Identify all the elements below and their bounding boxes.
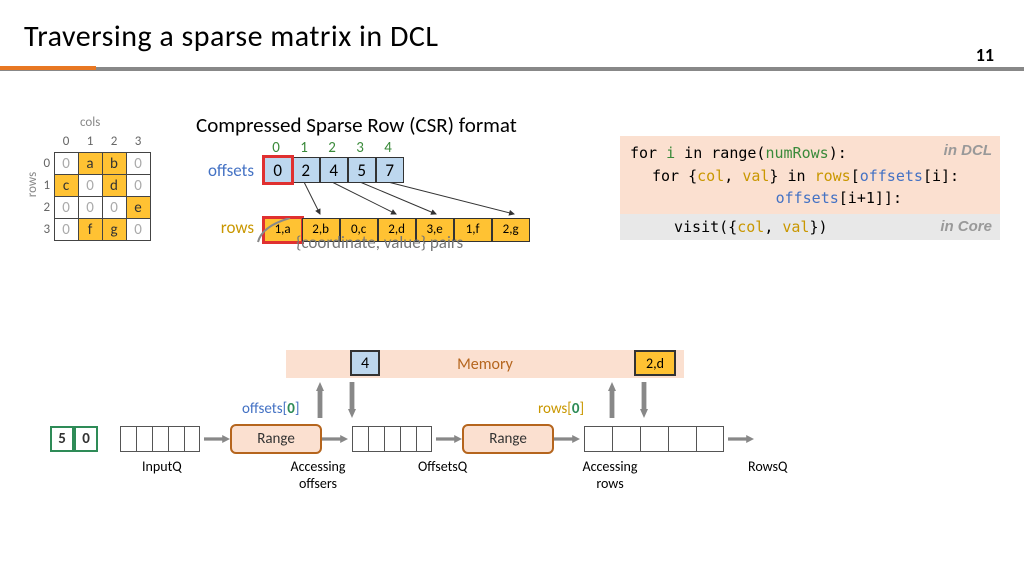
cols-label: cols bbox=[80, 115, 151, 130]
title-bar: Traversing a sparse matrix in DCL bbox=[0, 0, 1024, 63]
input-file: 5 0 bbox=[50, 426, 98, 452]
matrix-table: 0123 bbox=[40, 130, 150, 152]
offsets-queue bbox=[352, 426, 432, 452]
csr-title: Compressed Sparse Row (CSR) format bbox=[196, 112, 517, 138]
offsets-label: offsets bbox=[196, 160, 254, 181]
code-block: in DCL for i in range(numRows): for {col… bbox=[620, 136, 1000, 240]
core-tag: in Core bbox=[940, 218, 992, 235]
accessing-rows-label: Accessing rows bbox=[560, 458, 660, 492]
csr-block: 01234 offsets 02457 rows 1,a2,b0,c2,d3,e… bbox=[196, 138, 530, 242]
memory-offset-cell: 4 bbox=[350, 350, 380, 376]
sparse-matrix: cols rows 0123 00ab01c0d02000e30fg0 bbox=[40, 115, 151, 241]
csr-arrows bbox=[260, 182, 580, 222]
accent-bar bbox=[0, 66, 96, 70]
page-number: 11 bbox=[976, 44, 994, 66]
offsetsq-label: OffsetsQ bbox=[418, 458, 467, 475]
pipeline-row: 5 0 Range Range bbox=[50, 424, 754, 454]
offsets-cells: 02457 bbox=[264, 157, 404, 183]
rowsq-label: RowsQ bbox=[748, 458, 787, 475]
memory-bar: Memory bbox=[286, 350, 684, 378]
arrow-icon bbox=[322, 434, 348, 444]
offset-indices: 01234 bbox=[262, 138, 530, 157]
inputq-label: InputQ bbox=[142, 458, 182, 475]
arrow-icon bbox=[204, 434, 230, 444]
rows-axis-label: rows bbox=[25, 172, 40, 197]
input-queue bbox=[120, 426, 200, 452]
matrix-body: 00ab01c0d02000e30fg0 bbox=[40, 152, 151, 241]
code-dcl: in DCL for i in range(numRows): for {col… bbox=[620, 136, 1000, 214]
rows-index-label: rows[0] bbox=[538, 400, 584, 418]
range-offsets: Range bbox=[230, 424, 322, 454]
memory-row-cell: 2,d bbox=[634, 350, 676, 376]
rows-mem-arrows bbox=[608, 382, 648, 418]
offsets-index-label: offsets[0] bbox=[242, 400, 299, 418]
accessing-offsets-label: Accessing offsers bbox=[268, 458, 368, 492]
pairs-note: {coordinate, value} pairs bbox=[296, 232, 463, 253]
page-title: Traversing a sparse matrix in DCL bbox=[24, 18, 1024, 55]
rows-queue bbox=[584, 426, 724, 452]
code-core: in Core visit({col, val}) bbox=[620, 214, 1000, 240]
dcl-tag: in DCL bbox=[944, 140, 992, 163]
offsets-row: offsets 02457 bbox=[196, 157, 530, 183]
offsets-mem-arrows bbox=[316, 382, 356, 418]
rows-label: rows bbox=[196, 217, 254, 238]
arrow-icon bbox=[436, 434, 462, 444]
curve-arrow bbox=[252, 218, 302, 248]
arrow-icon bbox=[728, 434, 754, 444]
divider bbox=[0, 67, 1024, 71]
arrow-icon bbox=[554, 434, 580, 444]
range-rows: Range bbox=[462, 424, 554, 454]
